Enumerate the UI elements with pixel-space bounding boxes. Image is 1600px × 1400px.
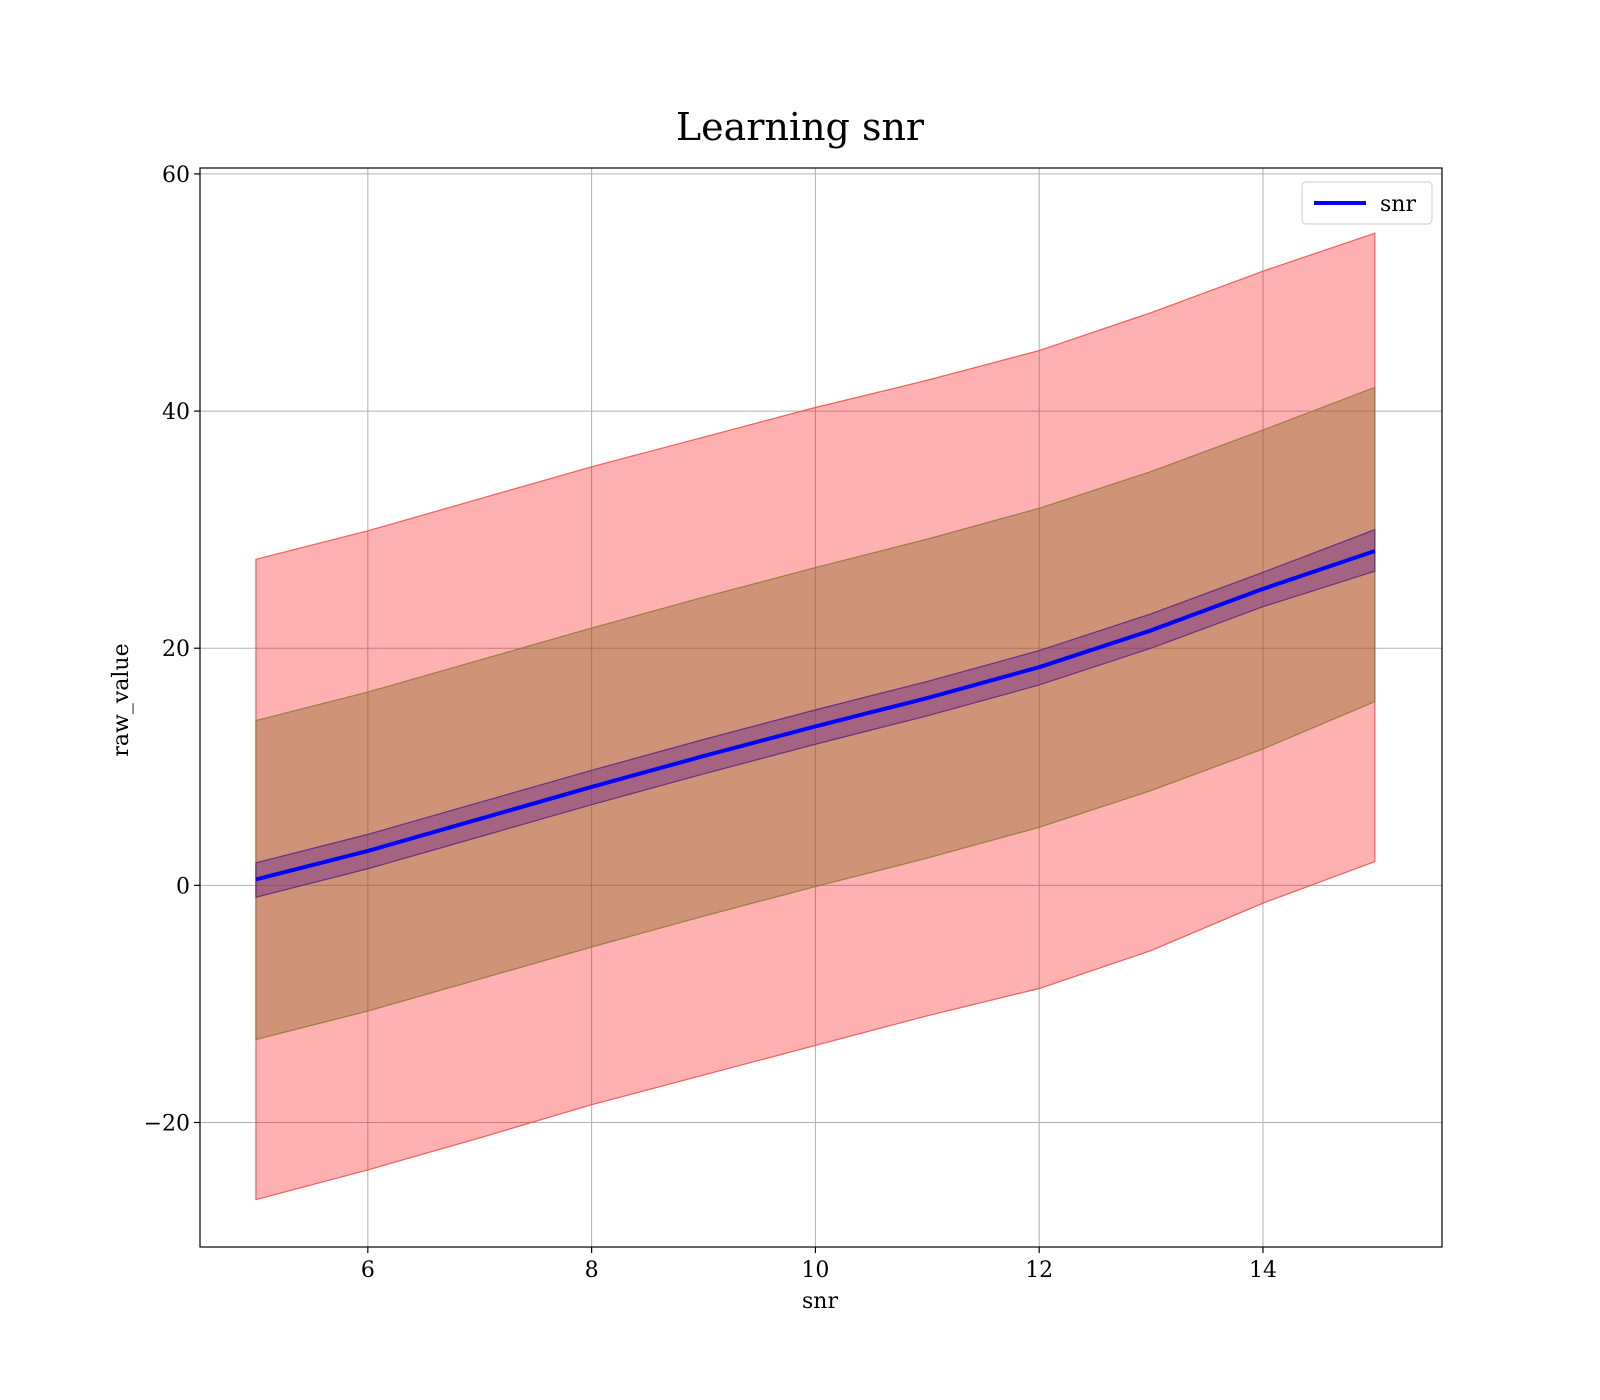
series-layer bbox=[255, 549, 1376, 882]
x-tick-label-1: 8 bbox=[585, 1258, 599, 1283]
bands-layer bbox=[255, 232, 1376, 1201]
y-tick-label-1: 0 bbox=[176, 874, 190, 899]
x-axis-label: snr bbox=[802, 1289, 838, 1314]
y-axis-label: raw_value bbox=[109, 643, 134, 756]
y-tick-label-4: 60 bbox=[162, 163, 190, 188]
band-1 bbox=[255, 386, 1376, 1041]
legend-box bbox=[1301, 181, 1433, 225]
band-2 bbox=[255, 528, 1376, 898]
x-tick-label-3: 12 bbox=[1025, 1258, 1053, 1283]
chart-title: Learning snr bbox=[676, 105, 925, 149]
x-tick-label-2: 10 bbox=[801, 1258, 829, 1283]
y-tick-label-3: 40 bbox=[162, 400, 190, 425]
y-tick-label-0: −20 bbox=[144, 1112, 190, 1137]
y-axis-ticks: −20 0 20 40 60 bbox=[144, 163, 200, 1137]
x-axis-ticks: 6 8 10 12 14 bbox=[361, 1247, 1277, 1283]
plot-frame bbox=[199, 167, 1443, 1248]
x-tick-label-4: 14 bbox=[1249, 1258, 1277, 1283]
band-0 bbox=[255, 232, 1376, 1201]
legend: snr bbox=[1301, 181, 1433, 225]
grid-lines bbox=[200, 168, 1442, 1247]
x-tick-label-0: 6 bbox=[361, 1258, 375, 1283]
y-tick-label-2: 20 bbox=[162, 637, 190, 662]
series-line-snr bbox=[255, 549, 1376, 882]
legend-label-snr: snr bbox=[1380, 192, 1416, 217]
